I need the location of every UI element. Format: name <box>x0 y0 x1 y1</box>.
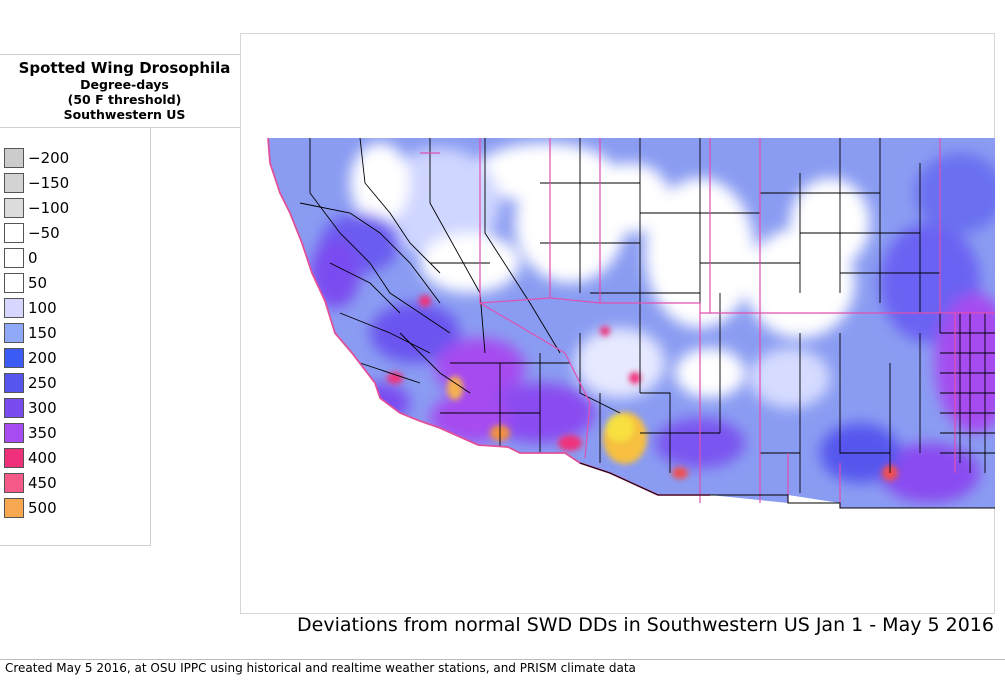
legend-label: 400 <box>28 449 57 467</box>
legend-item: 350 <box>4 422 57 444</box>
legend-item: −100 <box>4 197 69 219</box>
legend-item: −200 <box>4 147 69 169</box>
legend-item: 200 <box>4 347 57 369</box>
color-legend: −200 −150 −100 −50 0 50 100 150 200 250 300 350 400 4… <box>0 128 151 546</box>
legend-swatch <box>4 298 24 318</box>
legend-swatch <box>4 148 24 168</box>
legend-item: 100 <box>4 297 57 319</box>
legend-label: 150 <box>28 324 57 342</box>
legend-swatch <box>4 473 24 493</box>
legend-swatch <box>4 398 24 418</box>
legend-swatch <box>4 173 24 193</box>
southern-border <box>579 462 995 509</box>
legend-item: 300 <box>4 397 57 419</box>
legend-label: 50 <box>28 274 48 292</box>
legend-label: 450 <box>28 474 57 492</box>
legend-swatch <box>4 448 24 468</box>
legend-label: 0 <box>28 249 38 267</box>
legend-swatch <box>4 323 24 343</box>
county-boundaries <box>299 138 995 493</box>
map-caption: Deviations from normal SWD DDs in Southw… <box>297 614 994 636</box>
state-boundaries <box>420 138 995 508</box>
legend-item: −50 <box>4 222 60 244</box>
degree-day-raster <box>268 138 995 508</box>
legend-label: −50 <box>28 224 60 242</box>
degree-day-map <box>267 137 995 509</box>
legend-label: −100 <box>28 199 70 217</box>
legend-item: 50 <box>4 272 47 294</box>
coastline <box>267 137 710 496</box>
legend-label: 500 <box>28 499 57 517</box>
legend-swatch <box>4 198 24 218</box>
legend-label: 100 <box>28 299 57 317</box>
legend-item: 450 <box>4 472 57 494</box>
legend-label: 350 <box>28 424 57 442</box>
legend-swatch <box>4 248 24 268</box>
legend-item: −150 <box>4 172 69 194</box>
legend-label: 250 <box>28 374 57 392</box>
map-subtitle-region: Southwestern US <box>63 107 186 122</box>
data-credit: Created May 5 2016, at OSU IPPC using hi… <box>5 661 636 675</box>
legend-label: 300 <box>28 399 57 417</box>
legend-swatch <box>4 423 24 443</box>
legend-swatch <box>4 273 24 293</box>
legend-swatch <box>4 498 24 518</box>
legend-item: 150 <box>4 322 57 344</box>
legend-swatch <box>4 348 24 368</box>
legend-label: 200 <box>28 349 57 367</box>
legend-item: 0 <box>4 247 38 269</box>
map-title: Spotted Wing Drosophila <box>18 59 231 77</box>
footer-divider <box>0 659 1005 660</box>
legend-item: 400 <box>4 447 57 469</box>
legend-label: −200 <box>28 149 70 167</box>
legend-item: 250 <box>4 372 57 394</box>
legend-title-box: Spotted Wing Drosophila Degree-days (50 … <box>0 54 250 128</box>
legend-item: 500 <box>4 497 57 519</box>
legend-swatch <box>4 373 24 393</box>
legend-label: −150 <box>28 174 70 192</box>
legend-swatch <box>4 223 24 243</box>
map-subtitle-threshold: (50 F threshold) <box>67 92 182 107</box>
map-subtitle-units: Degree-days <box>80 77 169 92</box>
